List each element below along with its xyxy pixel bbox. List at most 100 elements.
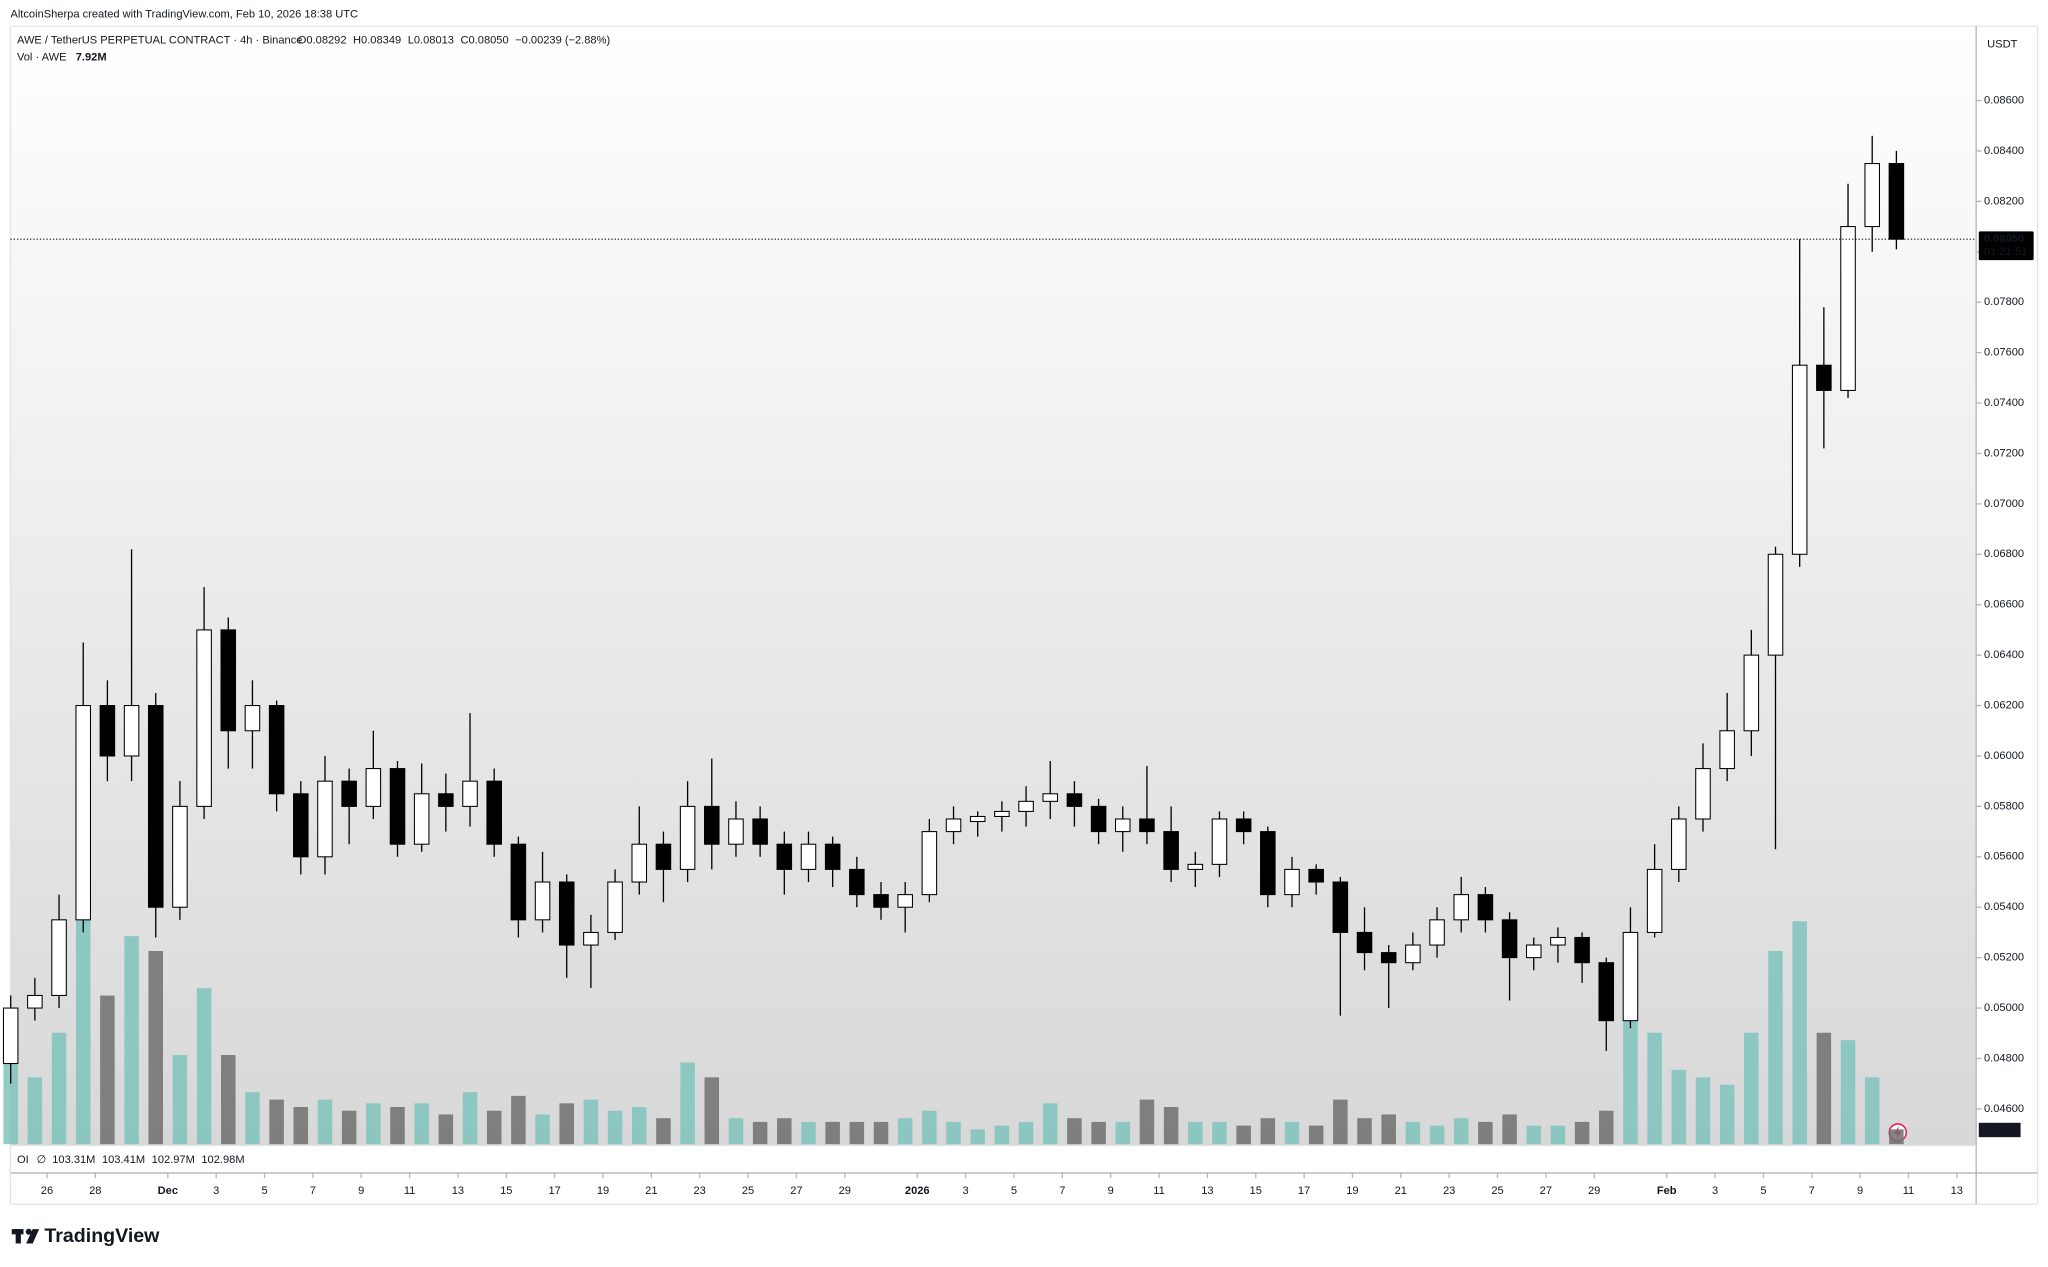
x-tick-label: 7	[310, 1185, 316, 1197]
candle-body	[147, 705, 164, 908]
currency: USDT	[1987, 38, 2017, 50]
last-price-label: 0.08050	[1984, 233, 2024, 245]
x-tick-label: 23	[694, 1185, 706, 1197]
volume-bar	[1744, 1032, 1759, 1145]
candle-body	[1695, 768, 1711, 820]
candle-body	[1840, 226, 1856, 391]
volume-bar	[825, 1121, 840, 1145]
candle-body	[1671, 818, 1687, 870]
x-tick-label: 9	[1857, 1185, 1863, 1197]
volume-bar	[1091, 1121, 1106, 1145]
x-tick-label: 19	[1346, 1185, 1358, 1197]
legend-volume-name: Vol · AWE	[17, 51, 67, 63]
oi-label: OI	[17, 1154, 29, 1166]
candle-body	[1477, 894, 1494, 921]
y-tick-label: 0.06800	[1984, 548, 2024, 560]
candle-body	[1090, 805, 1107, 833]
x-tick-label: 25	[1491, 1185, 1503, 1197]
volume-bar	[1623, 995, 1638, 1145]
y-tick-label: 0.08400	[1984, 145, 2024, 157]
candle-body	[1356, 931, 1373, 954]
brand-logo: TradingView	[11, 1225, 160, 1247]
candle-body	[704, 805, 720, 845]
candle-body	[1211, 818, 1228, 865]
volume-bar	[849, 1121, 865, 1145]
volume-bar	[1260, 1118, 1276, 1145]
candle-body	[752, 818, 768, 845]
candle-body	[196, 629, 212, 807]
x-tick-label: 3	[213, 1185, 219, 1197]
x-tick-label: 21	[1395, 1185, 1407, 1197]
candle-body	[1284, 868, 1300, 896]
volume-bar	[897, 1118, 913, 1145]
legend-ohlc: H0.08349	[353, 34, 401, 46]
x-tick-label: 13	[1201, 1185, 1213, 1197]
candle-body	[583, 931, 599, 946]
y-tick-label: 0.04600	[1984, 1103, 2024, 1115]
candles	[2, 135, 1905, 1084]
volume-bar	[1526, 1125, 1542, 1145]
volume-bar	[1188, 1121, 1203, 1145]
volume-bar	[486, 1110, 502, 1145]
volume-bar	[511, 1095, 526, 1145]
volume-bar	[148, 951, 163, 1145]
volume-bar	[1115, 1121, 1131, 1145]
candle-body	[462, 780, 478, 807]
oi-value: 103.41M	[102, 1154, 145, 1166]
volume-bar	[1599, 1110, 1614, 1145]
volume-bar	[172, 1055, 188, 1145]
candle-body	[800, 843, 817, 870]
y-tick-label: 0.06600	[1984, 599, 2024, 611]
volume-bar	[75, 861, 91, 1145]
volume-bar	[873, 1121, 889, 1145]
volume-bar	[390, 1107, 405, 1145]
volume-bar	[1212, 1121, 1227, 1145]
candle-body	[994, 810, 1010, 817]
volume-bar	[1018, 1121, 1034, 1145]
volume-bar	[1889, 1129, 1904, 1145]
x-tick-label: 11	[1903, 1185, 1915, 1197]
y-tick-label: 0.05600	[1984, 851, 2024, 863]
x-tick-label: 19	[597, 1185, 609, 1197]
volume-bar	[535, 1114, 550, 1145]
candle-body	[486, 780, 502, 845]
volume-bar	[1453, 1118, 1469, 1145]
candle-body	[1114, 818, 1131, 833]
volume-bar	[1816, 1032, 1832, 1145]
candle-body	[558, 881, 575, 946]
volume-bar	[3, 1055, 18, 1145]
volume-bar	[656, 1118, 671, 1145]
x-tick-label: 7	[1809, 1185, 1815, 1197]
candle-body	[2, 1007, 19, 1065]
candle-body	[824, 843, 841, 870]
candle-body	[1864, 163, 1880, 228]
candle-body	[341, 780, 357, 807]
volume-bar	[1768, 951, 1783, 1145]
volume-bar	[196, 988, 212, 1145]
x-tick-label: 3	[963, 1185, 969, 1197]
x-tick-label: 28	[89, 1185, 101, 1197]
brand: TradingView	[44, 1225, 160, 1247]
candle-body	[1525, 944, 1542, 959]
last-price-box	[1978, 231, 2034, 261]
candle-body	[1429, 919, 1445, 946]
volume-bar	[777, 1118, 792, 1145]
candle-body	[897, 894, 913, 908]
volume-bars	[3, 861, 1904, 1145]
y-tick-label: 0.08200	[1984, 195, 2024, 207]
candle-body	[1550, 936, 1566, 946]
candle-body	[75, 705, 91, 921]
x-tick-label: 29	[839, 1185, 851, 1197]
volume-bar	[1647, 1032, 1662, 1145]
x-tick-label: 2026	[905, 1185, 930, 1197]
volume-bar	[245, 1092, 260, 1145]
candle-body	[655, 843, 672, 870]
volume-bar	[462, 1092, 478, 1145]
volume-bar	[1357, 1118, 1372, 1145]
candle-body	[293, 793, 309, 858]
x-tick-label: 23	[1443, 1185, 1455, 1197]
y-tick-label: 0.05800	[1984, 800, 2024, 812]
volume-bar	[317, 1099, 333, 1145]
